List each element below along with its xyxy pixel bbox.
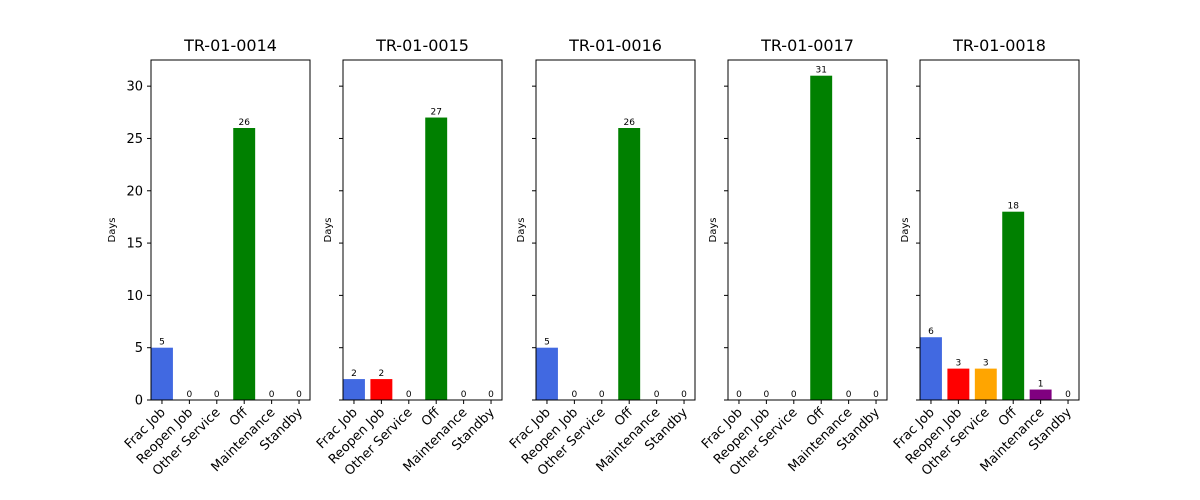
bar-data-label: 18 (1007, 202, 1019, 212)
y-tick-label: 10 (126, 289, 143, 304)
bar-frac-job (920, 337, 942, 400)
panel-title: TR-01-0015 (375, 36, 469, 55)
bar-frac-job (151, 347, 173, 400)
panel-title: TR-01-0016 (568, 36, 662, 55)
bar-data-label: 27 (430, 108, 441, 118)
y-tick-label: 15 (126, 237, 143, 252)
y-axis-label: Days (107, 218, 118, 243)
bar-data-label: 31 (815, 66, 826, 76)
y-tick-label: 5 (135, 341, 143, 356)
plot-frame (727, 59, 888, 401)
plot-frame (919, 59, 1080, 401)
bar-frac-job (536, 347, 558, 400)
bar-other-service (974, 368, 997, 400)
y-axis-label: Days (900, 218, 911, 243)
bar-data-label: 0 (461, 390, 467, 400)
bar-data-label: 0 (572, 390, 578, 400)
bar-data-label: 2 (379, 369, 385, 379)
bar-reopen-job (947, 368, 970, 400)
plot-frame (342, 59, 503, 401)
bar-data-label: 0 (764, 390, 770, 400)
bar-data-label: 3 (956, 359, 962, 369)
bar-off (618, 128, 641, 400)
bar-data-label: 0 (214, 390, 220, 400)
bar-reopen-job (370, 379, 393, 400)
bar-data-label: 0 (296, 390, 302, 400)
bar-data-label: 26 (238, 118, 250, 128)
bar-data-label: 6 (928, 327, 934, 337)
y-tick-label: 25 (126, 132, 143, 147)
bar-data-label: 2 (351, 369, 357, 379)
bar-data-label: 0 (846, 390, 852, 400)
bar-data-label: 0 (1065, 390, 1071, 400)
bar-data-label: 0 (599, 390, 605, 400)
bar-data-label: 5 (544, 338, 550, 348)
bar-off (233, 128, 256, 400)
bar-data-label: 1 (1038, 380, 1044, 390)
bar-data-label: 0 (736, 390, 742, 400)
bar-data-label: 0 (269, 390, 275, 400)
panel-title: TR-01-0014 (183, 36, 277, 55)
y-tick-label: 20 (126, 184, 143, 199)
bar-off (810, 75, 833, 400)
bar-data-label: 5 (159, 338, 165, 348)
y-tick-label: 0 (135, 394, 143, 409)
plot-frame (150, 59, 311, 401)
panel-title: TR-01-0018 (952, 36, 1046, 55)
panel-title: TR-01-0017 (760, 36, 854, 55)
bar-data-label: 0 (873, 390, 879, 400)
bar-off (1002, 211, 1025, 400)
y-axis-label: Days (323, 218, 334, 243)
bar-data-label: 0 (654, 390, 660, 400)
bar-data-label: 0 (488, 390, 494, 400)
bar-data-label: 3 (983, 359, 989, 369)
bar-data-label: 0 (681, 390, 687, 400)
y-axis-label: Days (708, 218, 719, 243)
bar-data-label: 0 (791, 390, 797, 400)
y-tick-label: 30 (126, 80, 143, 95)
bar-maintenance (1029, 389, 1052, 400)
bar-frac-job (343, 379, 365, 400)
bar-data-label: 26 (623, 118, 635, 128)
bar-off (425, 117, 448, 400)
bar-data-label: 0 (187, 390, 193, 400)
y-axis-label: Days (516, 218, 527, 243)
plot-frame (535, 59, 696, 401)
bar-data-label: 0 (406, 390, 412, 400)
